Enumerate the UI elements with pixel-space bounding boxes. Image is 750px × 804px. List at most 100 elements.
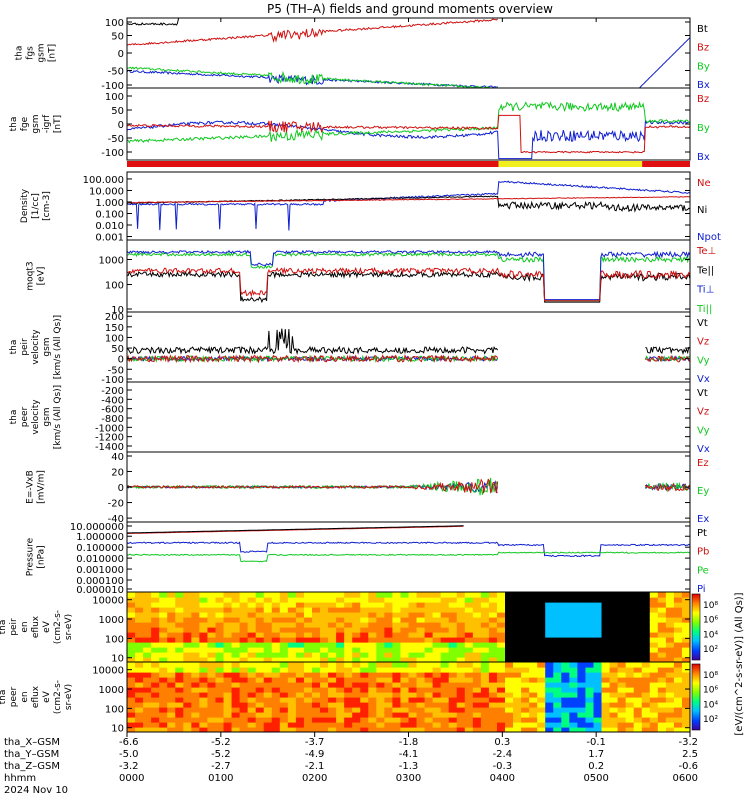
legend-entry: Ne xyxy=(697,178,711,189)
trace-bx xyxy=(127,119,690,160)
spectrogram-cell xyxy=(432,687,442,693)
spectrogram-cell xyxy=(287,637,297,643)
spectrogram-cell xyxy=(617,672,627,678)
ytick-label: 20 xyxy=(111,467,124,478)
spectrogram-cell xyxy=(199,692,209,698)
spectrogram-cell xyxy=(577,722,587,728)
spectrogram-cell xyxy=(175,692,184,698)
spectrogram-cell xyxy=(328,612,337,618)
spectrogram-cell xyxy=(135,632,144,638)
spectrogram-cell xyxy=(513,697,522,703)
spectrogram-cell xyxy=(159,642,168,648)
spectrogram-cell xyxy=(255,677,265,683)
spectrogram-cell xyxy=(127,662,136,668)
spectrogram-cell xyxy=(400,597,410,603)
spectrogram-cell xyxy=(625,687,635,693)
spectrogram-cell xyxy=(472,662,482,668)
spectrogram-cell xyxy=(167,652,176,658)
spectrogram-cell xyxy=(392,707,402,713)
spectrogram-cell xyxy=(665,702,675,708)
panel-frame xyxy=(126,171,691,241)
spectrogram-cell xyxy=(255,727,265,732)
panel-ylabel: tha fge gsm -igrf [nT] xyxy=(9,114,63,134)
spectrogram-cell xyxy=(480,622,490,628)
spectrogram-cell xyxy=(617,722,627,728)
spectrogram-cell xyxy=(633,672,643,678)
spectrogram-cell xyxy=(448,632,458,638)
spectrogram-cell xyxy=(336,617,345,623)
spectrogram-cell xyxy=(263,607,273,613)
spectrogram-cell xyxy=(448,692,458,698)
spectrogram-cell xyxy=(633,652,643,658)
spectrogram-cell xyxy=(287,672,297,678)
spectrogram-cell xyxy=(464,677,474,683)
spectrogram-cell xyxy=(633,627,643,633)
bottom-axis-value: -5.2 xyxy=(211,749,231,760)
spectrogram-cell xyxy=(505,612,514,618)
spectrogram-cell xyxy=(303,697,313,703)
spectrogram-cell xyxy=(191,657,200,662)
spectrogram-cell xyxy=(585,617,595,623)
spectrogram-cell xyxy=(263,722,273,728)
spectrogram-cell xyxy=(521,692,530,698)
spectrogram-cell xyxy=(287,692,297,698)
spectrogram-cell xyxy=(513,617,522,623)
ytick-label: 200 xyxy=(105,312,124,323)
spectrogram-cell xyxy=(641,707,651,713)
spectrogram-cell xyxy=(569,612,578,618)
spectrogram-cell xyxy=(376,677,385,683)
spectrogram-cell xyxy=(665,652,675,658)
spectrogram-cell xyxy=(553,657,562,662)
bottom-row-label: hhmm xyxy=(4,773,36,784)
spectrogram-cell xyxy=(223,642,233,648)
spectrogram-cell xyxy=(263,597,273,603)
spectrogram-cell xyxy=(464,707,474,713)
spectrogram-cell xyxy=(456,687,466,693)
spectrogram-cell xyxy=(392,622,402,628)
spectrogram-cell xyxy=(207,687,217,693)
spectrogram-cell xyxy=(577,702,587,708)
spectrogram-cell xyxy=(585,672,595,678)
spectrogram-cell xyxy=(328,717,337,723)
spectrogram-cell xyxy=(649,592,659,598)
colorbar-strip xyxy=(691,593,701,661)
spectrogram-cell xyxy=(271,667,281,673)
spectrogram-cell xyxy=(368,722,377,728)
spectrogram-cell xyxy=(287,662,297,668)
spectrogram-cell xyxy=(239,597,249,603)
spectrogram-cell xyxy=(633,697,643,703)
spectrogram-cell xyxy=(311,672,321,678)
spectrogram-cell xyxy=(464,662,474,668)
spectrogram-cell xyxy=(167,667,176,673)
spectrogram-cell xyxy=(521,712,530,718)
spectrogram-cell xyxy=(127,702,136,708)
spectrogram-cell xyxy=(609,667,619,673)
spectrogram-cell xyxy=(263,622,273,628)
spectrogram-cell xyxy=(360,627,369,633)
spectrogram-cell xyxy=(625,692,635,698)
spectrogram-cell xyxy=(649,652,659,658)
spectrogram-cell xyxy=(320,697,329,703)
spectrogram-image xyxy=(127,592,690,662)
spectrogram-cell xyxy=(247,672,257,678)
spectrogram-cell xyxy=(577,707,587,713)
spectrogram-cell xyxy=(456,632,466,638)
spectrogram-cell xyxy=(320,672,329,678)
spectrogram-cell xyxy=(408,697,418,703)
spectrogram-cell xyxy=(191,712,200,718)
spectrogram-cell xyxy=(151,667,160,673)
spectrogram-cell xyxy=(231,682,241,688)
spectrogram-cell xyxy=(183,677,192,683)
spectrogram-cell xyxy=(207,632,217,638)
spectrogram-cell xyxy=(239,677,249,683)
spectrogram-cell xyxy=(585,597,595,603)
spectrogram-cell xyxy=(553,692,562,698)
bottom-axis-value: 0200 xyxy=(302,773,327,784)
panel-ylabel-line: peer xyxy=(9,686,19,707)
spectrogram-cell xyxy=(295,712,305,718)
spectrogram-cell xyxy=(352,637,361,643)
spectrogram-cell xyxy=(199,617,209,623)
spectrogram-cell xyxy=(127,647,136,653)
spectrogram-cell xyxy=(207,722,217,728)
spectrogram-cell xyxy=(344,717,353,723)
